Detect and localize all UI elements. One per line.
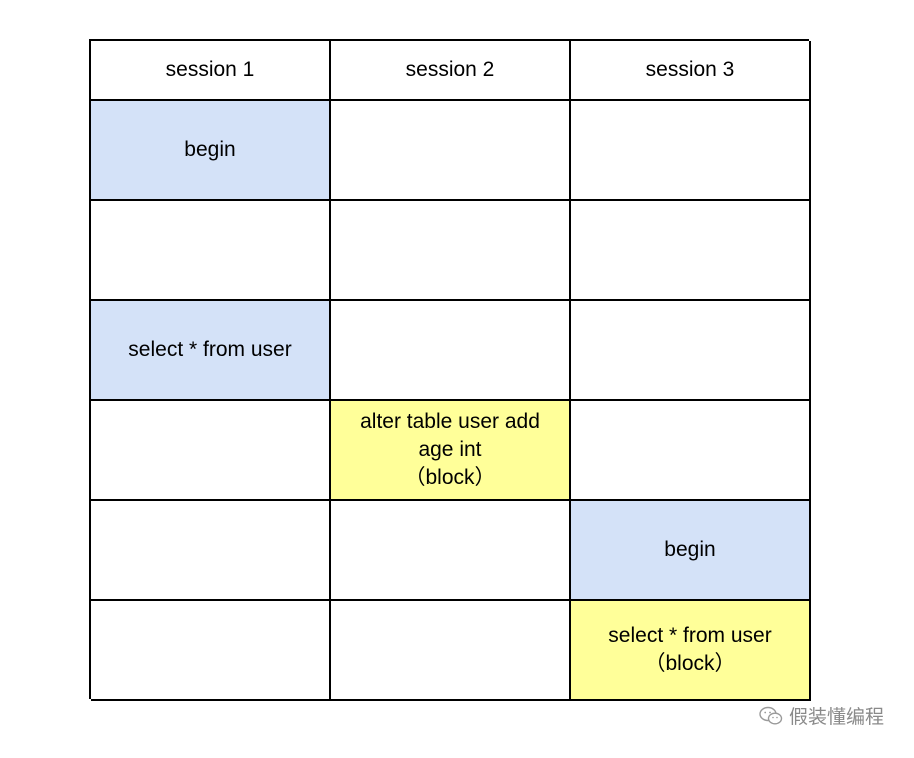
cell-step-3-session-2 — [331, 301, 571, 401]
cell-step-3-session-1: select * from user — [91, 301, 331, 401]
session-timeline-table: session 1 session 2 session 3 begin select *… — [89, 39, 811, 701]
cell-step-2-session-2 — [331, 201, 571, 301]
cell-step-1-session-2 — [331, 101, 571, 201]
cell-step-6-session-3: select * from user （block） — [571, 601, 811, 701]
cell-step-4-session-3 — [571, 401, 811, 501]
cell-step-4-session-2: alter table user add age int （block） — [331, 401, 571, 501]
cell-step-1-session-1: begin — [91, 101, 331, 201]
column-header-session-2: session 2 — [331, 41, 571, 101]
cell-step-6-session-2 — [331, 601, 571, 701]
cell-step-2-session-3 — [571, 201, 811, 301]
watermark-text: 假装懂编程 — [788, 706, 884, 728]
cell-step-5-session-1 — [91, 501, 331, 601]
column-header-session-1: session 1 — [91, 41, 331, 101]
cell-step-3-session-3 — [571, 301, 811, 401]
cell-step-2-session-1 — [91, 201, 331, 301]
cell-step-5-session-2 — [331, 501, 571, 601]
cell-step-6-session-1 — [91, 601, 331, 701]
cell-step-5-session-3: begin — [571, 501, 811, 601]
cell-step-1-session-3 — [571, 101, 811, 201]
wechat-icon — [759, 706, 783, 726]
cell-step-4-session-1 — [91, 401, 331, 501]
watermark: 假装懂编程 — [759, 702, 884, 729]
column-header-session-3: session 3 — [571, 41, 811, 101]
